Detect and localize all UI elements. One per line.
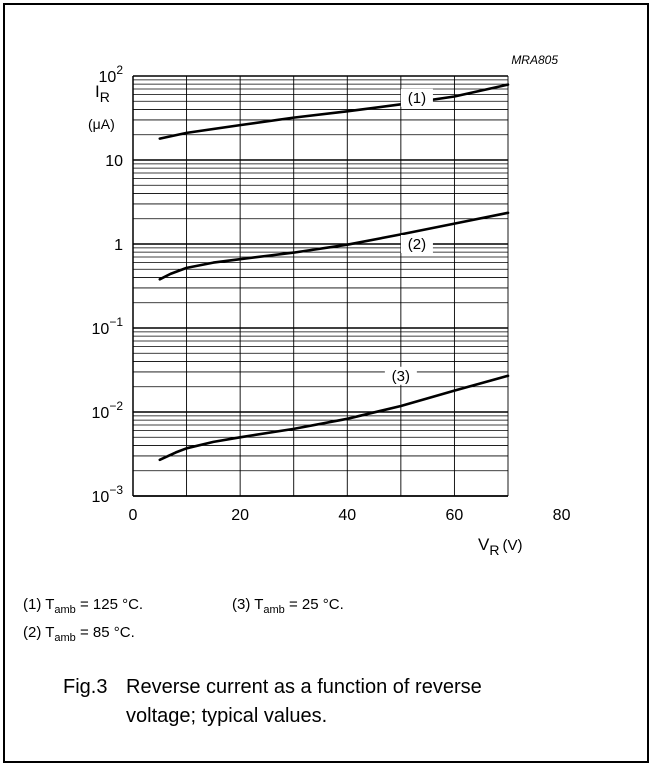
series-curve-3 (158, 374, 510, 462)
curve-label-bg-3 (384, 366, 417, 385)
y-tick-label: 10 (105, 153, 123, 170)
figure-caption-text: Reverse current as a function of reverse… (126, 676, 482, 727)
y-tick-label: 10−3 (92, 483, 124, 506)
y-tick-label: 102 (99, 63, 124, 86)
curve-label-bg-2 (400, 235, 433, 253)
x-tick-label: 60 (446, 507, 464, 524)
curves: (1) (2) (3) (158, 83, 510, 462)
figure-code: MRA805 (511, 53, 558, 67)
y-tick-label: 10−1 (92, 315, 124, 338)
y-axis-label: IR (95, 82, 110, 105)
x-tick-label: 20 (231, 507, 249, 524)
series-curve-2 (158, 211, 510, 281)
y-axis-unit: (μA) (88, 116, 115, 132)
y-tick-label: 1 (114, 237, 123, 254)
grid (132, 75, 509, 497)
curve-label-3: (3) (392, 368, 410, 385)
curve-label-2: (2) (408, 236, 426, 253)
x-tick-label: 40 (338, 507, 356, 524)
axis-text: 0 20 40 60 80 102 10 1 10−1 10−2 10−3 MRA805 IR (μA) V… (88, 53, 571, 558)
curve-label-bg-1 (400, 88, 433, 107)
series-curve-1 (158, 83, 510, 140)
legend-item-3: (3) Tamb = 25 °C. (232, 596, 344, 616)
x-tick-label: 0 (129, 507, 138, 524)
y-tick-label: 10−2 (92, 399, 124, 422)
curve-label-1: (1) (408, 90, 426, 107)
figure-number: Fig.3 (63, 676, 108, 698)
x-axis-label: VR (V) (478, 535, 522, 558)
x-tick-label: 80 (553, 507, 571, 524)
figure-caption: Fig.3 Reverse current as a function of re… (63, 673, 506, 731)
legend-item-2: (2) Tamb = 85 °C. (23, 624, 135, 644)
figure-frame (3, 3, 649, 763)
legend-item-1: (1) Tamb = 125 °C. (23, 596, 144, 616)
